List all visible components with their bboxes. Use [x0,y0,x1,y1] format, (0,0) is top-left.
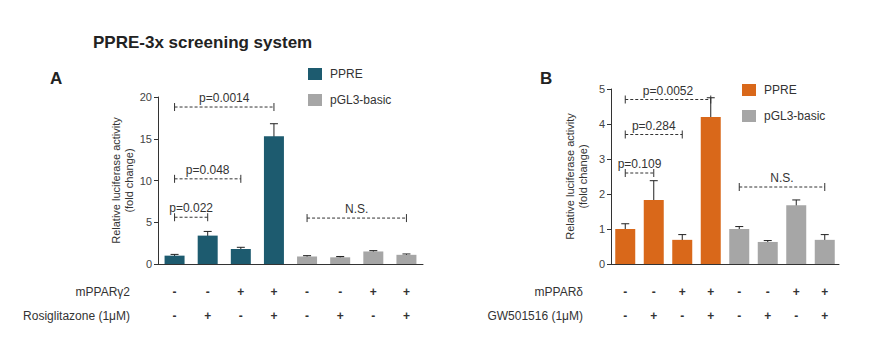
svg-text:+: + [707,285,714,299]
svg-text:mPPARγ2: mPPARγ2 [76,285,131,299]
svg-text:+: + [650,309,657,323]
svg-text:p=0.109: p=0.109 [618,157,662,171]
svg-text:p=0.0052: p=0.0052 [643,84,694,98]
svg-text:N.S.: N.S. [770,171,793,185]
svg-text:-: - [239,309,243,323]
svg-text:A: A [50,69,62,88]
svg-text:-: - [173,285,177,299]
svg-text:-: - [794,309,798,323]
svg-text:-: - [652,285,656,299]
svg-text:10: 10 [140,175,152,187]
svg-text:-: - [305,309,309,323]
svg-text:+: + [270,285,277,299]
svg-text:pGL3-basic: pGL3-basic [330,93,391,107]
svg-text:5: 5 [146,216,152,228]
svg-text:1: 1 [599,223,605,235]
svg-text:(fold change): (fold change) [577,144,589,208]
svg-text:+: + [403,285,410,299]
svg-text:PPRE: PPRE [330,67,363,81]
svg-text:15: 15 [140,133,152,145]
svg-text:N.S.: N.S. [345,202,368,216]
svg-text:0: 0 [146,258,152,270]
svg-text:p=0.022: p=0.022 [169,201,213,215]
svg-text:+: + [237,285,244,299]
svg-text:-: - [680,309,684,323]
svg-text:-: - [766,285,770,299]
svg-text:-: - [737,309,741,323]
svg-text:p=0.284: p=0.284 [632,119,676,133]
svg-text:-: - [338,285,342,299]
svg-text:+: + [403,309,410,323]
svg-text:+: + [707,309,714,323]
svg-text:+: + [821,309,828,323]
svg-text:Relative luciferase activity: Relative luciferase activity [564,113,576,240]
svg-text:+: + [793,285,800,299]
svg-text:-: - [173,309,177,323]
svg-text:PPRE: PPRE [764,83,797,97]
svg-text:+: + [370,285,377,299]
svg-text:+: + [821,285,828,299]
svg-text:mPPARδ: mPPARδ [535,285,584,299]
svg-text:-: - [305,285,309,299]
svg-text:5: 5 [599,83,605,95]
svg-text:p=0.048: p=0.048 [186,163,230,177]
svg-text:+: + [204,309,211,323]
svg-text:pGL3-basic: pGL3-basic [764,109,825,123]
svg-text:GW501516 (1μM): GW501516 (1μM) [487,309,583,323]
svg-text:p=0.0014: p=0.0014 [199,91,250,105]
svg-text:Rosiglitazone (1μM): Rosiglitazone (1μM) [23,309,130,323]
svg-text:4: 4 [599,118,605,130]
svg-text:+: + [270,309,277,323]
svg-text:20: 20 [140,91,152,103]
svg-text:PPRE-3x screening system: PPRE-3x screening system [93,33,312,52]
svg-text:-: - [623,285,627,299]
svg-text:B: B [540,69,552,88]
svg-text:Relative luciferase activity: Relative luciferase activity [110,117,122,244]
svg-text:+: + [764,309,771,323]
svg-text:+: + [337,309,344,323]
svg-text:0: 0 [599,258,605,270]
svg-text:3: 3 [599,153,605,165]
svg-text:(fold change): (fold change) [123,148,135,212]
svg-text:+: + [679,285,686,299]
svg-text:-: - [371,309,375,323]
svg-text:-: - [737,285,741,299]
svg-text:-: - [206,285,210,299]
svg-text:2: 2 [599,188,605,200]
svg-text:-: - [623,309,627,323]
